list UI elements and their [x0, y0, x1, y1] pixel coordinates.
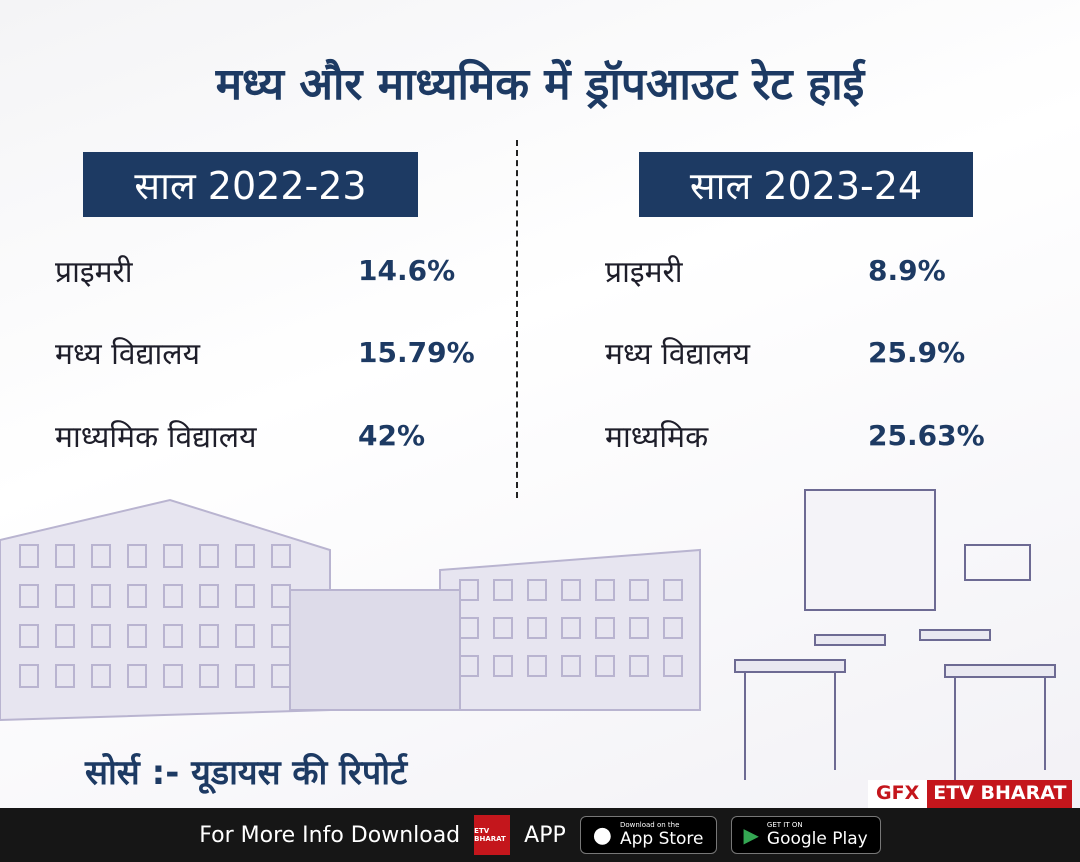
footer-bar: For More Info Download ETV BHARAT APP ● …	[0, 808, 1080, 862]
footer-text: For More Info Download	[199, 822, 461, 848]
right-value-secondary: 25.63%	[868, 419, 985, 452]
page-title: मध्य और माध्यमिक में ड्रॉपआउट रेट हाई	[215, 59, 865, 110]
etv-app-logo[interactable]: ETV BHARAT	[474, 815, 511, 855]
left-value-secondary: 42%	[358, 419, 426, 452]
year-box-2023-24: साल 2023-24	[639, 152, 973, 217]
play-small-text: GET IT ON	[766, 821, 803, 829]
source-text: सोर्स :- यूडायस की रिपोर्ट	[85, 753, 408, 793]
right-label-middle: मध्य विद्यालय	[605, 337, 751, 372]
left-value-primary: 14.6%	[358, 254, 456, 287]
left-label-primary: प्राइमरी	[55, 255, 133, 290]
year-box-2022-23: साल 2022-23	[83, 152, 418, 217]
play-icon: ▶	[743, 823, 759, 847]
left-value-middle: 15.79%	[358, 336, 475, 369]
gfx-badge: GFX ETV BHARAT	[868, 780, 1073, 808]
appstore-small-text: Download on the	[619, 821, 680, 829]
apple-icon: ●	[592, 822, 612, 848]
right-label-primary: प्राइमरी	[605, 255, 683, 290]
google-play-button[interactable]: ▶ GET IT ON Google Play	[730, 816, 881, 854]
left-label-secondary: माध्यमिक विद्यालय	[55, 420, 257, 455]
appstore-text: App Store	[619, 829, 704, 849]
school-building-illustration	[0, 498, 701, 722]
app-label: APP	[524, 822, 566, 848]
divider	[516, 140, 518, 498]
right-label-secondary: माध्यमिक	[605, 420, 709, 455]
play-text: Google Play	[766, 829, 868, 849]
left-label-middle: मध्य विद्यालय	[55, 337, 201, 372]
right-value-primary: 8.9%	[868, 254, 946, 287]
classroom-illustration	[734, 489, 1056, 780]
app-store-button[interactable]: ● Download on the App Store	[579, 816, 717, 854]
brand-label: ETV BHARAT	[927, 780, 1073, 808]
gfx-label: GFX	[868, 780, 928, 808]
right-value-middle: 25.9%	[868, 336, 966, 369]
